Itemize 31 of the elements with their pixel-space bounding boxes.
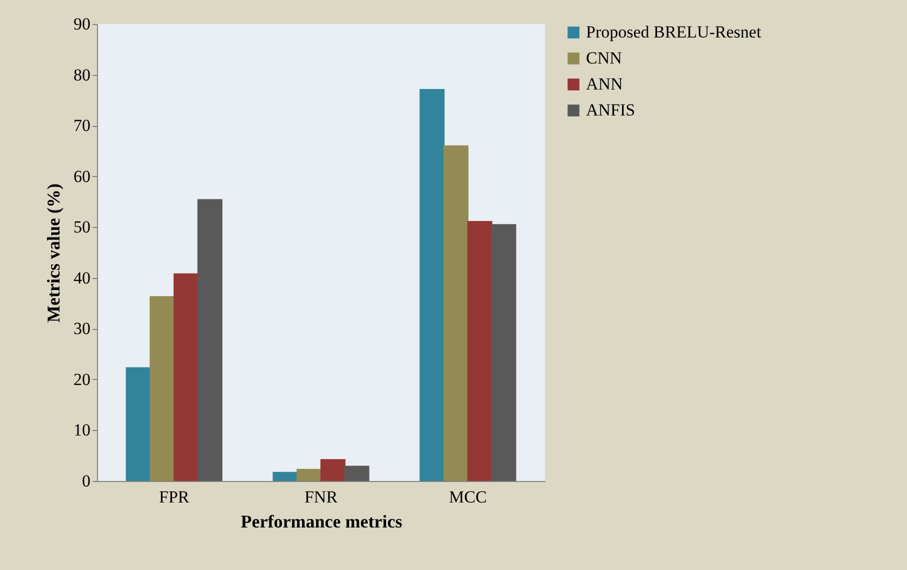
bar	[150, 296, 175, 481]
bar	[197, 199, 222, 481]
bar	[272, 472, 298, 481]
bar	[344, 466, 370, 481]
legend-label: ANN	[586, 74, 623, 94]
y-tick-label: 40	[74, 268, 90, 288]
y-tick-label: 30	[74, 319, 90, 338]
y-tick-label: 20	[74, 370, 90, 389]
y-tick-label: 50	[74, 218, 90, 237]
legend-label: ANFIS	[586, 100, 636, 120]
bar	[443, 145, 468, 481]
x-tick-label: FPR	[158, 488, 190, 506]
y-tick-label: 10	[74, 420, 90, 440]
y-tick-label: 80	[74, 65, 90, 84]
y-axis-title: Metrics value (%)	[44, 184, 64, 322]
bar	[126, 367, 151, 481]
legend-label: CNN	[586, 48, 622, 68]
bar	[174, 273, 199, 481]
bar	[420, 88, 445, 481]
y-tick-label: 90	[74, 14, 90, 34]
legend-label: Proposed BRELU-Resnet	[586, 22, 762, 42]
x-tick-label: MCC	[448, 488, 487, 506]
y-tick-label: 70	[74, 116, 90, 136]
y-tick-label: 0	[82, 472, 90, 490]
bar	[467, 221, 492, 481]
bar	[296, 468, 322, 481]
bar	[491, 224, 516, 481]
x-axis-title: Performance metrics	[240, 512, 402, 532]
y-tick-label: 60	[74, 166, 90, 186]
bar	[320, 459, 346, 481]
x-tick-label: FNR	[304, 488, 338, 506]
